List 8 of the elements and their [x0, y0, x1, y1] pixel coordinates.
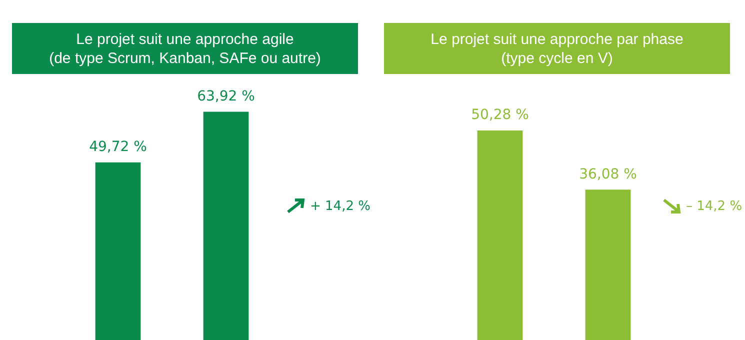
data-label: 36,08 %	[579, 166, 637, 182]
chart-title: Le projet suit une approche par phase (type cycle en V)	[384, 23, 730, 74]
data-label: 49,72 %	[89, 139, 147, 156]
text: – 14,2 %	[686, 198, 742, 214]
text: + 14,2 %	[310, 198, 370, 214]
data-label: 63,92 %	[197, 88, 255, 104]
data-label: 50,28 %	[471, 107, 529, 124]
chart-title: Le projet suit une approche agile (de type Scrum, Kanban, SAFe ou autre)	[12, 23, 358, 74]
